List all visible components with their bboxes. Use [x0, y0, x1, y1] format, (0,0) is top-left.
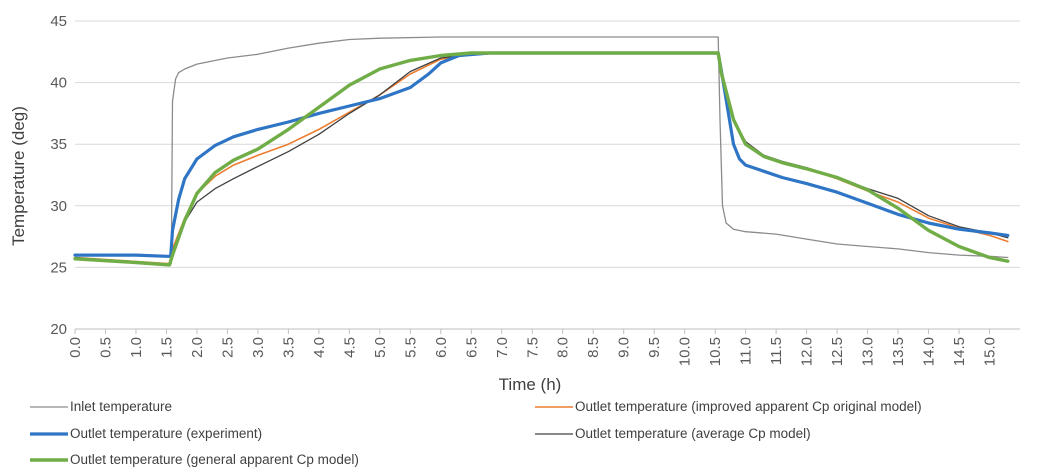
x-tick-label: 3.0 [250, 337, 267, 358]
x-tick-label: 10.0 [677, 337, 694, 366]
x-tick-label: 11.5 [768, 337, 785, 365]
gridlines [75, 20, 1020, 330]
x-axis-ticks: 0.0 0.5 1.0 1.5 2.0 2.5 3.0 3.5 4.0 4.5 5.0 5.5 6.0 6… [67, 329, 999, 366]
series-line-1 [74, 52, 1009, 265]
x-tick-label: 8.5 [585, 337, 602, 358]
x-tick-label: 6.5 [463, 337, 480, 358]
y-tick-label: 40 [50, 75, 67, 92]
x-tick-label: 9.0 [616, 337, 633, 358]
legend: Inlet temperature Outlet temperature (imp… [30, 399, 922, 467]
y-tick-label: 30 [50, 198, 67, 215]
series-line-3 [74, 52, 1009, 266]
x-tick-label: 12.5 [829, 337, 846, 366]
x-tick-label: 3.5 [280, 337, 297, 358]
legend-label-2: Outlet temperature (experiment) [70, 426, 262, 441]
x-tick-label: 2.0 [189, 337, 206, 358]
x-tick-label: 8.0 [555, 337, 572, 358]
y-tick-label: 45 [50, 13, 67, 30]
x-tick-label: 9.5 [646, 337, 663, 358]
x-tick-label: 14.0 [921, 337, 938, 366]
x-tick-label: 5.5 [402, 337, 419, 358]
x-tick-label: 0.5 [97, 337, 114, 358]
x-tick-label: 13.5 [890, 337, 907, 366]
y-tick-label: 25 [50, 259, 67, 276]
y-tick-label: 20 [50, 321, 67, 338]
x-tick-label: 5.0 [372, 337, 389, 358]
series-lines [73, 36, 1010, 267]
y-axis-ticks: 20 25 30 35 40 45 [50, 13, 67, 338]
legend-label-4: Outlet temperature (general apparent Cp … [70, 452, 359, 467]
series-line-4 [73, 51, 1010, 267]
x-tick-label: 0.0 [67, 337, 84, 358]
x-tick-label: 1.0 [128, 337, 145, 358]
legend-label-1: Outlet temperature (improved apparent Cp… [575, 399, 922, 414]
x-axis-title: Time (h) [499, 375, 562, 394]
x-tick-label: 6.0 [433, 337, 450, 358]
x-tick-label: 7.0 [494, 337, 511, 358]
x-tick-label: 14.5 [951, 337, 968, 366]
x-tick-label: 12.0 [799, 337, 816, 366]
x-tick-label: 15.0 [982, 337, 999, 366]
legend-label-0: Inlet temperature [70, 399, 172, 414]
x-tick-label: 2.5 [219, 337, 236, 358]
y-axis-title: Temperature (deg) [9, 106, 28, 246]
series-line-2 [73, 51, 1010, 258]
x-tick-label: 1.5 [158, 337, 175, 358]
x-tick-label: 11.0 [738, 337, 755, 365]
x-tick-label: 4.5 [341, 337, 358, 358]
legend-label-3: Outlet temperature (average Cp model) [575, 426, 811, 441]
y-tick-label: 35 [50, 136, 67, 153]
x-tick-label: 7.5 [524, 337, 541, 358]
x-tick-label: 13.0 [860, 337, 877, 366]
x-tick-label: 10.5 [707, 337, 724, 366]
series-line-0 [74, 36, 1009, 266]
x-tick-label: 4.0 [311, 337, 328, 358]
